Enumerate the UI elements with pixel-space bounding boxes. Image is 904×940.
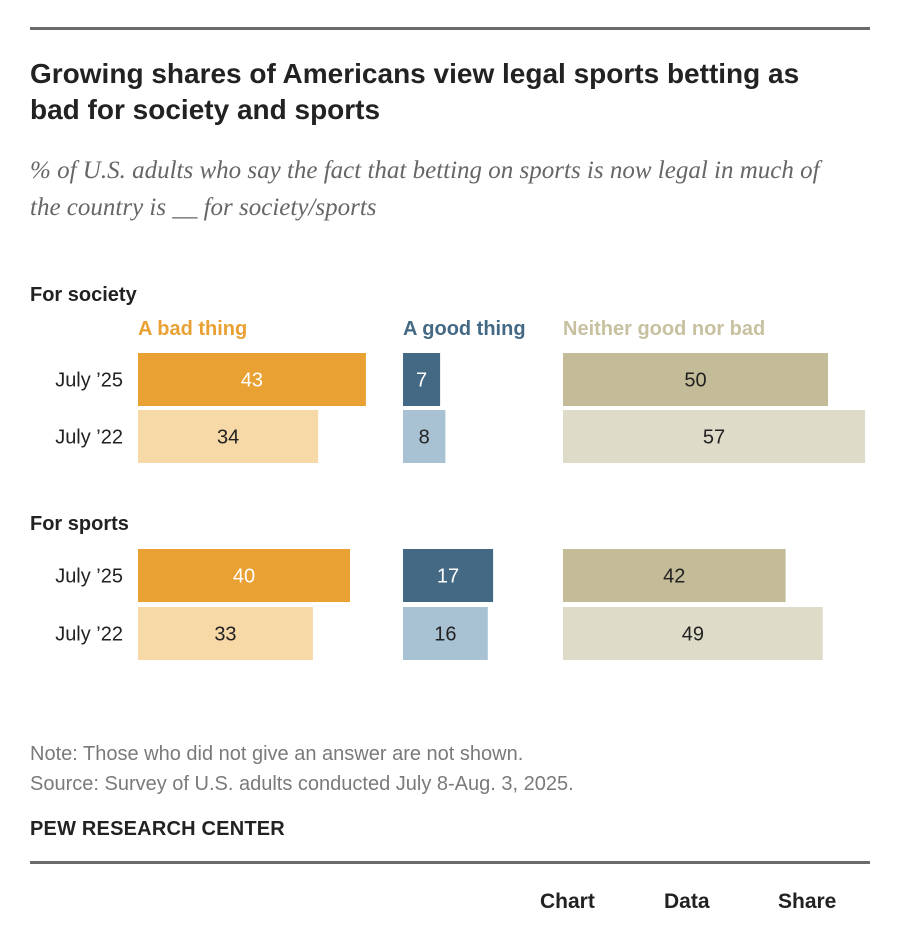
bar-bad-sports-2022 (138, 607, 313, 660)
data-label: 17 (437, 566, 459, 588)
row-label: July ’22 (55, 427, 123, 449)
bar-bad-society-2022 (138, 410, 319, 463)
top-rule (30, 27, 870, 30)
chart-note: Note: Those who did not give an answer a… (30, 743, 524, 765)
row-label: July ’25 (55, 370, 123, 392)
data-tab-button[interactable]: Data (664, 890, 710, 913)
group-label-society: For society (30, 284, 138, 306)
chart-title: Growing shares of Americans view legal s… (30, 58, 800, 125)
bar-neither-society-2022 (563, 410, 866, 463)
data-label: 43 (241, 370, 263, 392)
row-label: July ’22 (55, 624, 123, 646)
bar-good-sports-2025 (403, 549, 494, 602)
bar-neither-sports-2022 (563, 607, 823, 660)
bar-good-society-2025 (403, 353, 441, 406)
bar-good-society-2022 (403, 410, 446, 463)
group-label-sports: For sports (30, 513, 129, 535)
bar-bad-sports-2025 (138, 549, 350, 602)
bar-neither-society-2025 (563, 353, 828, 406)
bar-bad-society-2025 (138, 353, 366, 406)
data-label: 57 (703, 427, 725, 449)
bottom-rule (30, 861, 870, 864)
chart-subtitle: % of U.S. adults who say the fact that b… (30, 157, 820, 221)
data-label: 50 (684, 370, 706, 392)
column-header-neither: Neither good nor bad (563, 318, 765, 340)
brand-logo-text: PEW RESEARCH CENTER (30, 818, 285, 840)
data-label: 8 (419, 427, 430, 449)
bar-neither-sports-2025 (563, 549, 786, 602)
data-label: 49 (682, 624, 704, 646)
column-header-good: A good thing (403, 318, 526, 340)
share-button[interactable]: Share (778, 890, 837, 913)
data-label: 33 (214, 624, 236, 646)
data-label: 16 (434, 624, 456, 646)
data-label: 40 (233, 566, 255, 588)
chart-source: Source: Survey of U.S. adults conducted … (30, 773, 574, 795)
data-label: 7 (416, 370, 427, 392)
data-label: 42 (663, 566, 685, 588)
data-label: 34 (217, 427, 239, 449)
row-label: July ’25 (55, 566, 123, 588)
column-header-bad: A bad thing (138, 318, 247, 340)
bar-good-sports-2022 (403, 607, 488, 660)
chart-tab-button[interactable]: Chart (540, 890, 595, 913)
